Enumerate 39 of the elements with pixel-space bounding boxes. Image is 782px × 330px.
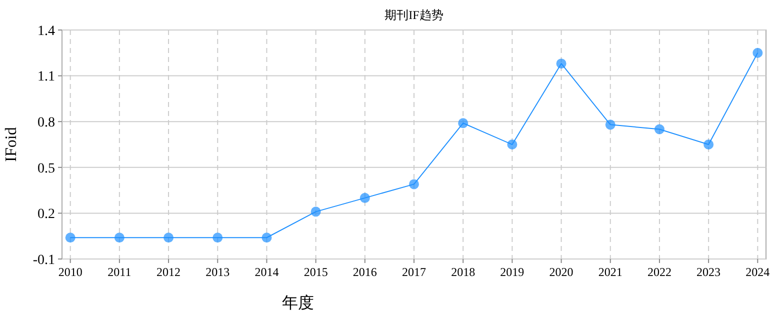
point xyxy=(310,206,321,217)
point xyxy=(114,232,124,243)
x-tick-label: 2022 xyxy=(647,265,672,279)
y-tick-label: 0.2 xyxy=(38,207,55,222)
x-tick-label: 2019 xyxy=(500,265,524,279)
y-axis-title: IFoid xyxy=(3,127,20,162)
x-axis-title: 年度 xyxy=(282,294,314,312)
x-tick-label: 2013 xyxy=(206,265,230,279)
point xyxy=(360,192,370,203)
point xyxy=(262,232,272,243)
point xyxy=(704,140,714,150)
x-tick-label: 2021 xyxy=(598,265,622,279)
y-tick-label: -0.1 xyxy=(32,252,55,268)
point xyxy=(458,118,468,128)
point xyxy=(654,124,664,134)
x-tick-label: 2016 xyxy=(352,265,377,279)
point xyxy=(752,48,763,58)
point xyxy=(65,232,76,243)
x-tick-label: 2010 xyxy=(58,265,82,279)
y-tick-label: 0.8 xyxy=(38,116,55,130)
point xyxy=(212,232,223,243)
y-tick-label: 1.4 xyxy=(38,24,55,39)
y-tick-label: 1.1 xyxy=(38,70,55,85)
point xyxy=(507,140,518,150)
x-tick-label: 2012 xyxy=(156,265,181,279)
point xyxy=(164,232,174,243)
point xyxy=(605,120,616,130)
y-tick-label: 0.5 xyxy=(38,161,55,176)
x-tick-label: 2024 xyxy=(746,265,770,279)
x-tick-label: 2015 xyxy=(304,265,328,279)
x-tick-label: 2017 xyxy=(402,265,426,279)
x-tick-label: 2011 xyxy=(108,265,132,279)
point xyxy=(556,58,566,69)
x-tick-label: 2018 xyxy=(451,265,476,279)
x-tick-label: 2020 xyxy=(549,265,574,279)
x-tick-label: 2014 xyxy=(254,265,279,279)
chart-title: 期刊IF趋势 xyxy=(384,8,444,22)
point xyxy=(409,179,419,190)
x-tick-label: 2023 xyxy=(696,265,721,279)
